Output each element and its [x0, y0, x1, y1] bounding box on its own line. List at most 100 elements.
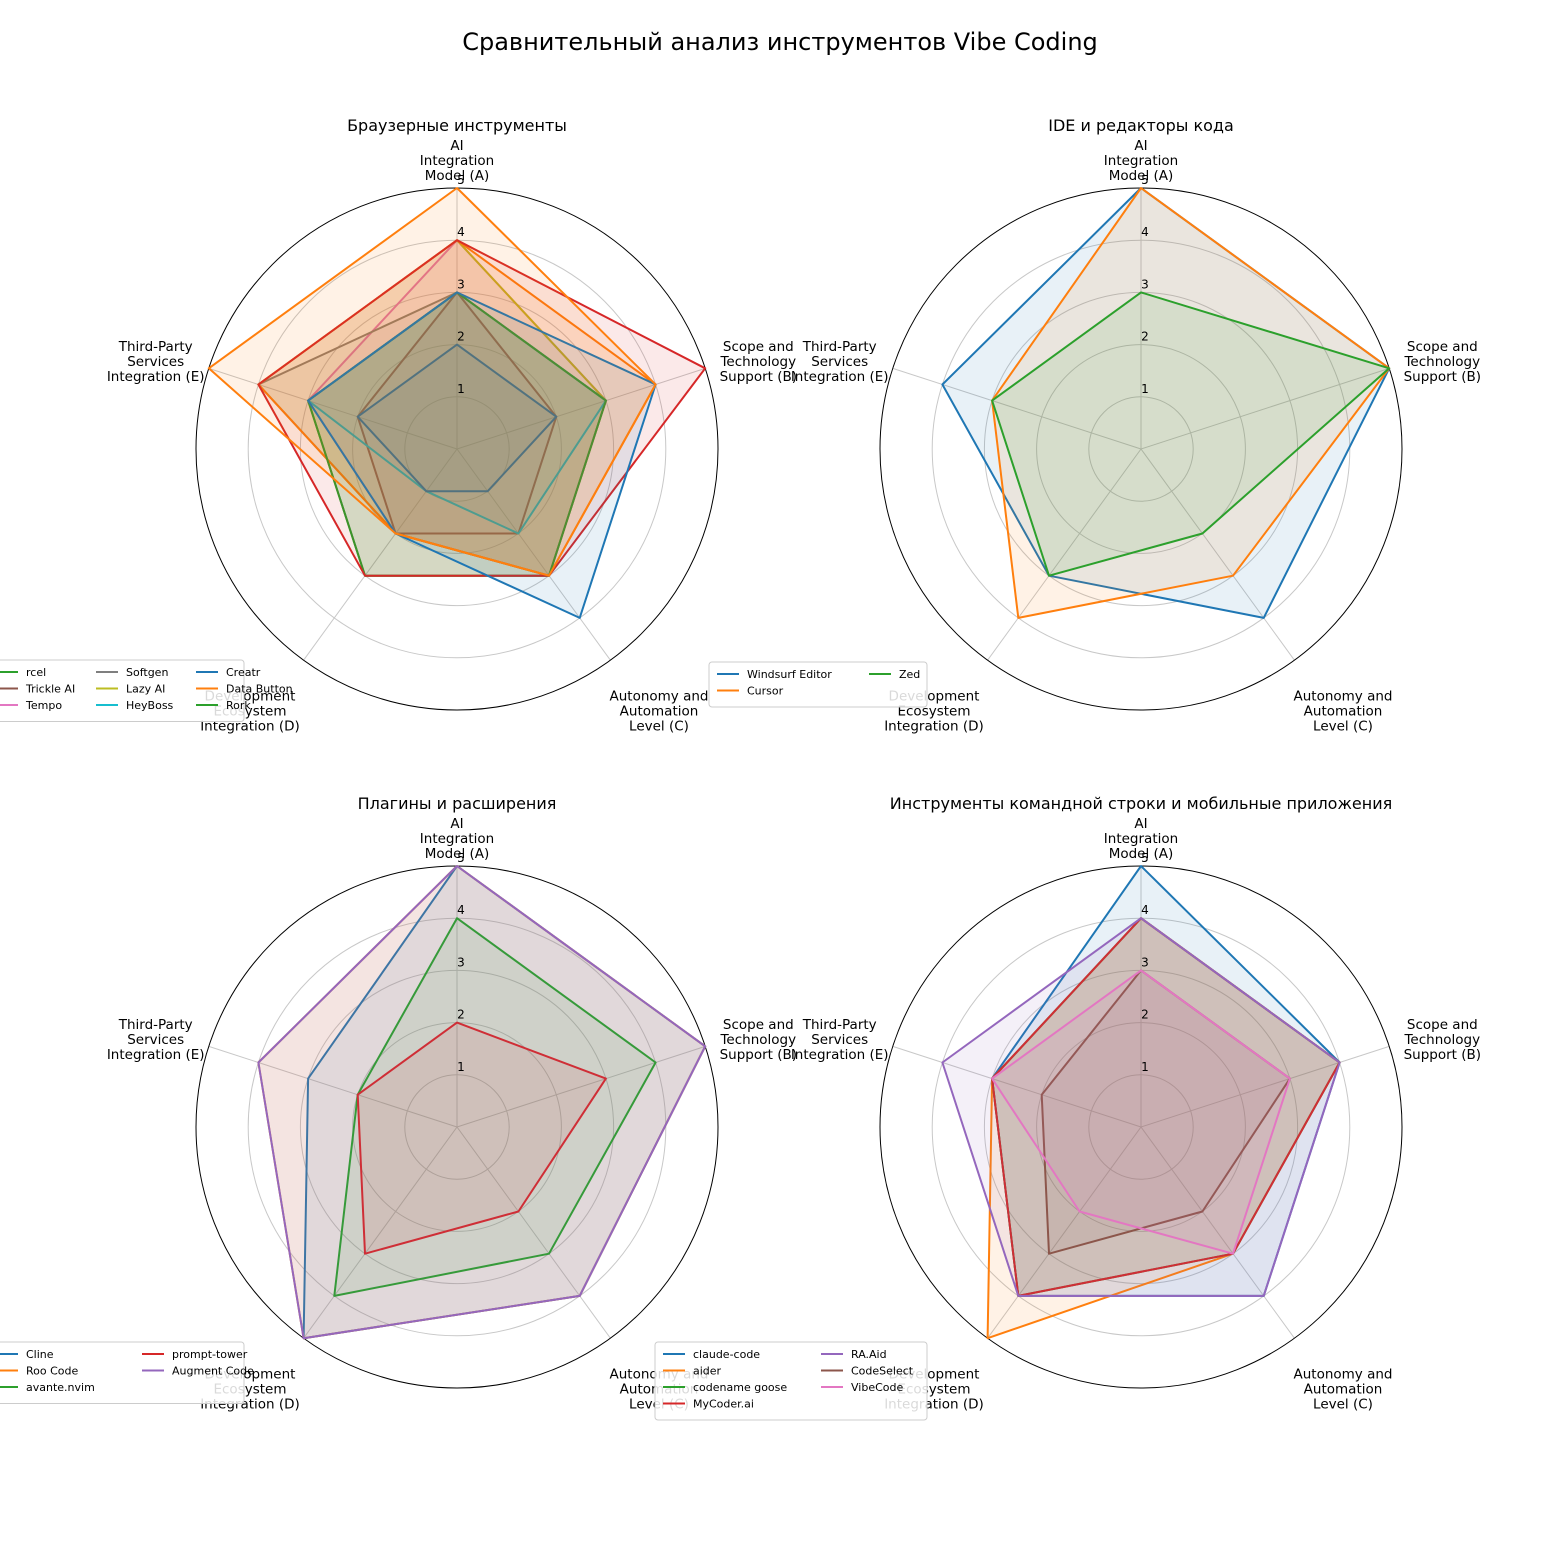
axis-label: AI Integration Model (A) — [1104, 138, 1178, 184]
series-fill — [992, 918, 1340, 1296]
series-line — [356, 291, 558, 535]
legend-label: Roo Code — [26, 1365, 78, 1378]
grid-spoke — [303, 448, 458, 661]
grid-spoke — [1140, 1045, 1390, 1128]
grid-spoke — [456, 1126, 611, 1339]
legend-box — [0, 1341, 245, 1404]
radial-tick-label: 5 — [457, 851, 465, 865]
axis-label: Third-Party Services Integration (E) — [107, 339, 205, 385]
radial-tick-label: 4 — [1141, 903, 1149, 917]
axis-label: Third-Party Services Integration (E) — [791, 339, 889, 385]
figure-title: Сравнительный анализ инструментов Vibe C… — [462, 28, 1098, 56]
axis-label: Scope and Technology Support (B) — [719, 1017, 797, 1063]
legend-label: Creatr — [226, 666, 261, 679]
series-line — [991, 291, 1391, 577]
series-line — [991, 187, 1391, 619]
radial-tick-label: 5 — [457, 173, 465, 187]
series-fill — [357, 292, 557, 534]
legend-label: aider — [693, 1365, 722, 1378]
grid-spoke — [456, 367, 706, 450]
legend-label: Lazy AI — [126, 683, 165, 696]
legend-label: Cline — [26, 1348, 54, 1361]
series-fill — [258, 240, 606, 576]
series-fill — [308, 292, 606, 576]
legend-label: Zed — [899, 668, 920, 681]
radial-tick-label: 5 — [1141, 173, 1149, 187]
grid-spoke — [1140, 367, 1390, 450]
legend-label: VibeCode — [851, 1381, 903, 1394]
legend-label: Rork — [226, 699, 251, 712]
series-line — [307, 291, 657, 619]
axis-label: Scope and Technology Support (B) — [719, 339, 797, 385]
legend-label: rcel — [26, 666, 46, 679]
grid-spoke — [1140, 1126, 1295, 1339]
legend-label: Tempo — [25, 699, 62, 712]
legend-label: CodeSelect — [851, 1365, 914, 1378]
radial-tick-label: 4 — [457, 903, 465, 917]
radial-tick-label: 1 — [1141, 382, 1149, 396]
radial-tick-label: 2 — [457, 1008, 465, 1022]
radial-tick-label: 2 — [1141, 1008, 1149, 1022]
legend-label: HeyBoss — [126, 699, 174, 712]
axis-label: AI Integration Model (A) — [420, 138, 494, 184]
radar-panel-3: Плагины и расширения 1 2 3 4 5AI Integration Mo… — [0, 794, 797, 1413]
legend-label: MyCoder.ai — [693, 1398, 754, 1411]
series-fill — [987, 918, 1340, 1339]
radial-tick-label: 4 — [1141, 225, 1149, 239]
radial-tick-label: 2 — [457, 330, 465, 344]
axis-label: Development Ecosystem Integration (D) — [884, 689, 984, 735]
legend-label: Softgen — [126, 666, 168, 679]
series-line — [257, 865, 707, 1340]
radial-tick-label: 3 — [457, 277, 465, 291]
series-fill — [992, 292, 1390, 576]
legend-label: Data Button — [226, 683, 293, 696]
radial-tick-label: 5 — [1141, 851, 1149, 865]
radial-tick-label: 1 — [457, 382, 465, 396]
axis-label: Third-Party Services Integration (E) — [791, 1017, 889, 1063]
radar-panel-4: Инструменты командной строки и мобильные… — [654, 794, 1481, 1421]
legend-label: Augment Code — [172, 1365, 254, 1378]
series-fill — [308, 292, 656, 618]
axis-label: AI Integration Model (A) — [420, 816, 494, 862]
legend-label: RA.Aid — [851, 1348, 887, 1361]
series-fill — [258, 292, 606, 576]
series-line — [333, 917, 657, 1297]
grid-spoke — [303, 1126, 458, 1339]
series-fill — [258, 866, 706, 1339]
series-line — [991, 969, 1291, 1255]
series-fill — [308, 292, 606, 576]
legend-label: codename goose — [693, 1381, 787, 1394]
grid-spoke — [987, 1126, 1142, 1339]
radar-panel-2: IDE и редакторы кода 1 2 3 4 5AI Integration Mo… — [708, 116, 1481, 735]
grid-spoke — [892, 367, 1142, 450]
series-fill — [303, 866, 706, 1339]
radial-tick-label: 3 — [457, 955, 465, 969]
radial-tick-label: 1 — [457, 1060, 465, 1074]
series-fill — [308, 292, 606, 534]
radial-tick-label: 3 — [1141, 277, 1149, 291]
series-fill — [942, 918, 1340, 1296]
radial-tick-label: 4 — [457, 225, 465, 239]
series-fill — [992, 188, 1390, 618]
grid-spoke — [208, 367, 458, 450]
subplot-title: IDE и редакторы кода — [1048, 116, 1234, 135]
axis-label: Scope and Technology Support (B) — [1403, 339, 1481, 385]
series-fill — [208, 188, 656, 576]
series-line — [356, 1021, 607, 1255]
series-fill — [992, 918, 1340, 1296]
axis-label: Third-Party Services Integration (E) — [107, 1017, 205, 1063]
series-fill — [334, 918, 656, 1296]
radar-panel-1: Браузерные инструменты 1 2 3 4 5AI Integration… — [0, 116, 797, 735]
legend-label: avante.nvim — [26, 1381, 95, 1394]
grid-spoke — [456, 448, 611, 661]
series-line — [356, 343, 558, 493]
series-fill — [992, 970, 1290, 1254]
subplot-title: Инструменты командной строки и мобильные… — [890, 794, 1392, 813]
axis-label: AI Integration Model (A) — [1104, 816, 1178, 862]
series-fill — [942, 188, 1390, 618]
legend-label: Windsurf Editor — [747, 668, 832, 681]
legend-label: Cursor — [747, 685, 784, 698]
